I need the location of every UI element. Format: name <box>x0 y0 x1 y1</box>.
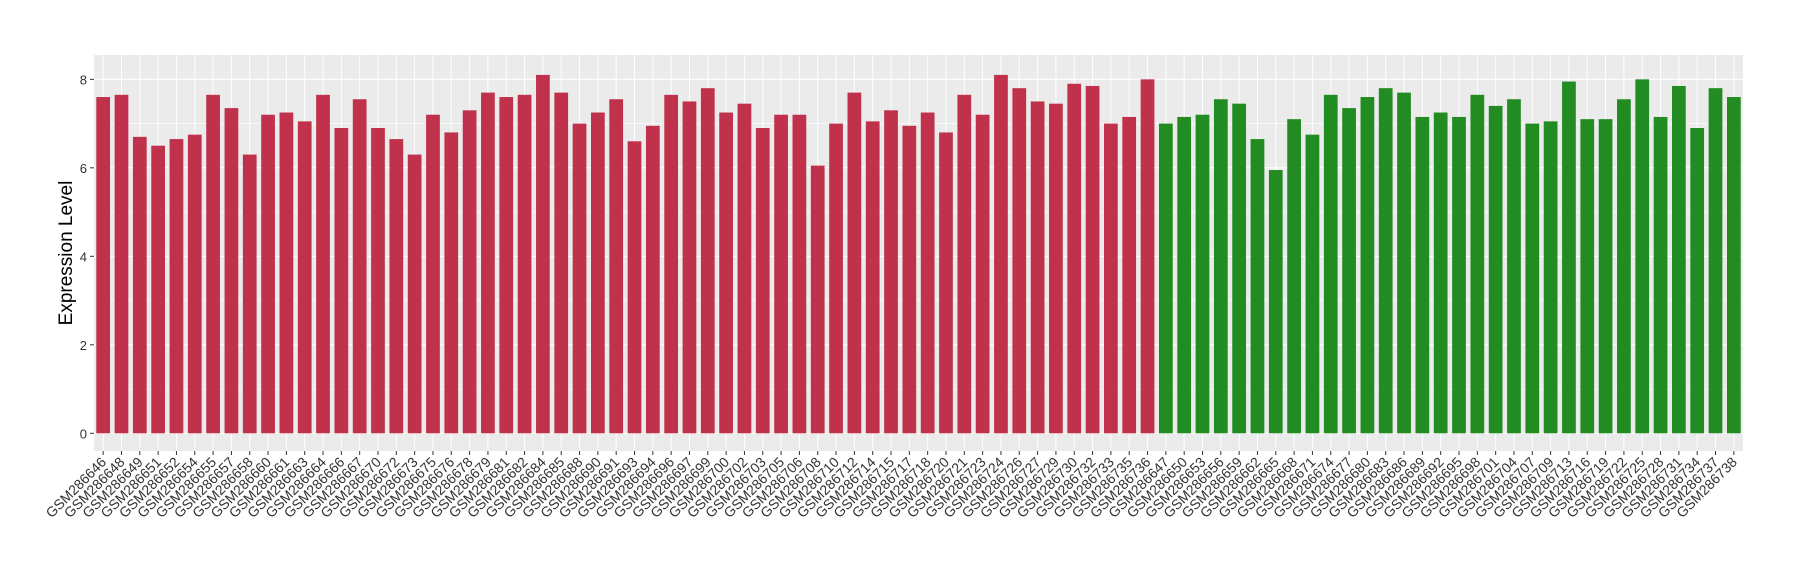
bar <box>1250 139 1265 434</box>
bar <box>114 94 129 434</box>
bar <box>481 92 495 434</box>
bar <box>151 145 165 434</box>
bar <box>975 114 990 434</box>
bar <box>1213 99 1228 434</box>
bar <box>682 101 697 434</box>
bar <box>242 154 257 434</box>
bar <box>902 125 917 434</box>
bar <box>1104 123 1118 434</box>
bar <box>1470 94 1485 434</box>
y-tick-label: 0 <box>80 426 87 441</box>
bar <box>316 94 330 434</box>
bar <box>865 121 880 434</box>
bar <box>169 139 184 434</box>
bar <box>920 112 935 434</box>
bar <box>1323 94 1338 434</box>
bar <box>664 94 679 434</box>
bar <box>187 134 202 434</box>
y-tick-label: 8 <box>80 72 87 87</box>
bar <box>1543 121 1558 434</box>
bar <box>352 99 367 434</box>
bar <box>719 112 733 434</box>
bar <box>1268 170 1283 434</box>
bar <box>224 108 239 434</box>
bar <box>1158 123 1173 434</box>
bar <box>737 103 752 434</box>
bar <box>554 92 569 434</box>
bar <box>1598 119 1613 434</box>
bar <box>462 110 477 434</box>
bar <box>792 114 807 434</box>
bar <box>1085 85 1100 434</box>
bar <box>1433 112 1448 434</box>
bar <box>1452 116 1466 434</box>
y-tick-label: 4 <box>80 249 87 264</box>
bar <box>389 139 404 434</box>
bar <box>1195 114 1210 434</box>
bar <box>829 123 843 434</box>
bar <box>645 125 660 434</box>
y-tick-label: 6 <box>80 161 87 176</box>
bar <box>1030 101 1045 434</box>
bar <box>1177 116 1192 434</box>
bar <box>279 112 294 434</box>
bar <box>96 97 111 434</box>
bar <box>444 132 459 434</box>
bar <box>994 74 1008 434</box>
bar <box>1397 92 1411 434</box>
bar <box>1067 83 1082 434</box>
bar <box>1378 88 1393 434</box>
bar <box>1672 85 1686 434</box>
bar <box>1305 134 1320 434</box>
bar <box>700 88 715 434</box>
bar <box>847 92 862 434</box>
bar <box>132 136 147 434</box>
bar <box>261 114 275 434</box>
bar <box>1342 108 1356 434</box>
bar <box>499 97 514 434</box>
bar <box>1488 105 1503 434</box>
bar <box>1122 116 1137 434</box>
bar <box>1287 119 1301 434</box>
bar <box>939 132 953 434</box>
bar <box>884 110 898 434</box>
bar <box>755 128 770 434</box>
bar <box>206 94 220 434</box>
bar <box>1415 116 1430 434</box>
bar <box>810 165 825 434</box>
bar <box>1140 79 1155 434</box>
bar <box>627 141 642 434</box>
bar <box>1012 88 1027 434</box>
bar <box>536 74 550 434</box>
bar <box>572 123 587 434</box>
bar <box>957 94 972 434</box>
bar <box>1507 99 1521 434</box>
bar <box>1232 103 1247 434</box>
y-axis-label: Expression Level <box>56 181 77 326</box>
bar <box>590 112 605 434</box>
bar <box>1635 79 1650 434</box>
bar <box>334 128 349 434</box>
bar <box>371 128 385 434</box>
bar <box>1562 81 1576 434</box>
bar <box>1580 119 1595 434</box>
bar <box>426 114 440 434</box>
bar <box>1653 116 1668 434</box>
bar <box>1690 128 1705 434</box>
bar <box>1360 97 1375 434</box>
plot-panel <box>94 55 1743 451</box>
bar <box>1049 103 1063 434</box>
bar <box>407 154 422 434</box>
bar <box>1617 99 1631 434</box>
bar <box>297 121 312 434</box>
bar <box>517 94 532 434</box>
bar <box>609 99 624 434</box>
bar <box>1708 88 1723 434</box>
y-tick-label: 2 <box>80 338 87 353</box>
bar <box>774 114 788 434</box>
bar <box>1525 123 1540 434</box>
bar <box>1726 97 1741 434</box>
